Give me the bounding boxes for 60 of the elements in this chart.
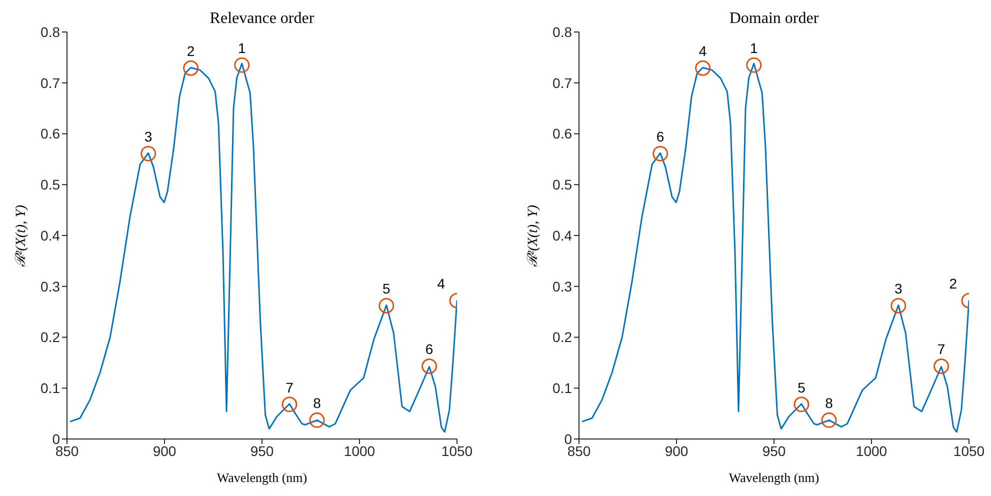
point: [234, 57, 250, 73]
annotation: 6: [656, 128, 664, 145]
x-tick-label: 950: [762, 442, 786, 459]
x-tick-label: 1050: [953, 442, 985, 459]
annotation: 2: [949, 276, 958, 292]
x-tick-label: 950: [250, 442, 274, 459]
annotation: 2: [186, 43, 195, 60]
x-tick-label: 1000: [344, 442, 376, 459]
annotation: 5: [798, 379, 806, 396]
y-tick-label: 0.8: [552, 24, 572, 40]
y-tick-label: 0.7: [40, 74, 60, 91]
y-tick-label: 0.5: [40, 176, 60, 193]
y-tick-label: 0.5: [552, 176, 572, 193]
annotation: 8: [825, 395, 834, 412]
point: [746, 57, 762, 73]
annotation: 1: [750, 40, 758, 56]
point: [422, 358, 438, 374]
point: [309, 412, 325, 428]
y-axis-title: ℛ²(X(t), Y): [525, 204, 542, 268]
y-axis-title: ℛ²(X(t), Y): [13, 204, 30, 268]
annotation: 3: [144, 128, 152, 145]
y-tick-label: 0.7: [552, 74, 572, 91]
annotation: 8: [313, 395, 322, 412]
y-tick-label: 0.6: [552, 126, 572, 142]
annotation: 7: [937, 341, 946, 358]
point: [890, 298, 906, 314]
annotation: 7: [286, 379, 294, 396]
point: [794, 396, 810, 412]
point: [378, 298, 394, 314]
point: [652, 146, 668, 162]
y-tick-label: 0.8: [40, 24, 60, 40]
annotation: 6: [425, 341, 434, 358]
point: [695, 60, 711, 76]
y-tick-label: 0.2: [40, 329, 60, 346]
y-tick-label: 0.1: [552, 380, 572, 396]
point: [140, 146, 156, 162]
annotation: 3: [894, 280, 903, 297]
point: [934, 358, 950, 374]
point: [282, 396, 298, 412]
chart-title: Domain order: [728, 10, 820, 28]
chart-title: Relevance order: [208, 10, 316, 28]
annotation: 1: [238, 40, 246, 56]
x-axis-title: Wavelength (nm): [728, 470, 820, 486]
point: [821, 412, 837, 428]
y-tick-label: 0.4: [40, 227, 60, 244]
x-axis-title: Wavelength (nm): [216, 470, 308, 486]
x-tick-label: 900: [664, 442, 688, 459]
y-tick-label: 0.1: [40, 380, 60, 396]
x-tick-label: 900: [152, 442, 176, 459]
y-tick-label: 0.2: [552, 329, 572, 346]
y-tick-label: 0.3: [552, 278, 572, 294]
annotation: 5: [382, 280, 391, 297]
point: [183, 60, 199, 76]
y-tick-label: 0.6: [40, 126, 60, 142]
x-tick-label: 1000: [856, 442, 888, 459]
x-tick-label: 1050: [441, 442, 473, 459]
y-tick-label: 0.3: [40, 278, 60, 294]
y-tick-label: 0.4: [552, 227, 572, 244]
annotation: 4: [437, 276, 446, 292]
annotation: 4: [698, 43, 707, 60]
